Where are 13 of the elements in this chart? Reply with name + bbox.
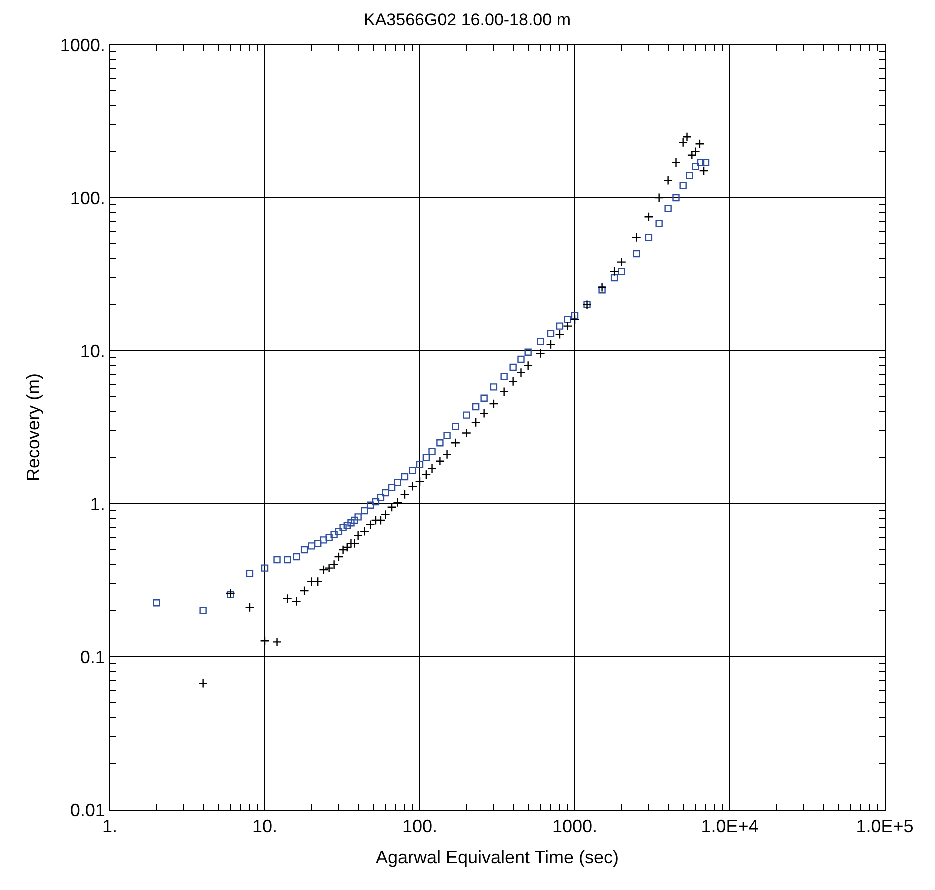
x-axis-title: Agarwal Equivalent Time (sec) <box>376 848 620 868</box>
x-tick-label: 10. <box>252 816 278 837</box>
y-axis-title: Recovery (m) <box>24 373 44 482</box>
y-tick-label: 100. <box>70 188 106 208</box>
x-tick-label: 1000. <box>552 816 598 837</box>
x-tick-label: 1.0E+4 <box>701 816 759 837</box>
x-tick-label: 1.0E+5 <box>856 816 914 837</box>
y-tick-label: 10. <box>80 341 106 362</box>
y-tick-label: 1. <box>90 494 106 514</box>
chart-title: KA3566G02 16.00-18.00 m <box>364 10 571 30</box>
y-tick-label: 0.1 <box>80 647 106 668</box>
x-tick-label: 100. <box>402 816 438 837</box>
y-tick-label: 1000. <box>60 35 106 56</box>
